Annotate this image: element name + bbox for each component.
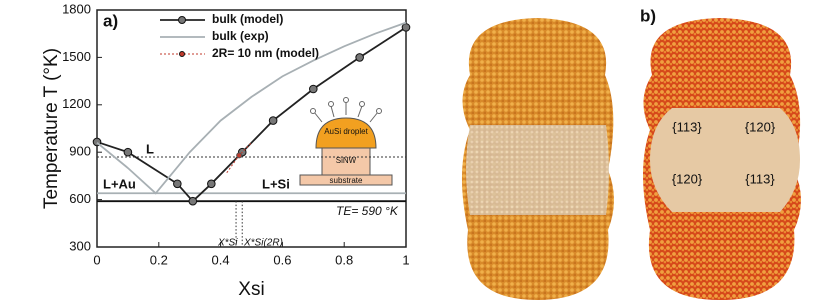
x-tick-label: 0.4 [212,252,230,267]
annotation: X*Si [217,238,238,249]
series-marker [173,179,182,189]
annotation: TE= 590 °K [336,204,399,218]
inset-label: substrate [330,176,363,185]
series-line [96,26,407,203]
inset [299,97,393,186]
panel-label: a) [103,11,118,30]
series-line [96,21,407,195]
annotation: X*Si(2R) [243,238,283,249]
x-tick-label: 0.8 [335,252,353,267]
y-tick-label: 1500 [62,49,91,64]
x-tick-label: 1 [402,252,409,267]
facet-label: {120} [672,171,703,186]
y-tick-label: 600 [69,191,91,206]
series-marker [309,84,318,94]
y-axis-label: Temperature T (°K) [41,48,62,209]
y-tick-label: 1200 [62,96,91,111]
series-marker [401,23,411,32]
plot-frame [96,9,407,248]
facet-label: {113} [745,171,775,186]
inset-label: SiNW [336,156,357,165]
facet-label: {120} [745,119,776,134]
y-tick-label: 900 [69,144,91,159]
annotation: L+Au [103,176,136,191]
nanowire-core-left [466,125,609,215]
series-marker [236,152,243,159]
x-axis-label: Xsi [238,279,264,300]
legend-marker [178,16,186,24]
x-tick-label: 0 [93,252,100,267]
nanowire-core-right [650,108,800,212]
inset-label: AuSi droplet [324,127,368,136]
x-tick-label: 0.2 [150,252,168,267]
y-tick-label: 300 [69,238,91,253]
series-marker [123,147,133,157]
series-marker [268,116,278,125]
series-marker [188,196,198,206]
x-tick-label: 0.6 [273,252,291,267]
panel-label: b) [640,6,656,25]
y-tick-label: 1800 [62,1,91,16]
legend-marker [179,51,185,57]
facet-label: {113} [672,119,702,134]
annotation: L [146,141,154,156]
legend-label: bulk (exp) [212,29,269,43]
series-marker [207,179,216,189]
legend-label: bulk (model) [212,12,283,26]
series-marker [355,53,364,62]
annotation: L+Si [262,176,290,191]
legend-label: 2R= 10 nm (model) [212,46,319,60]
